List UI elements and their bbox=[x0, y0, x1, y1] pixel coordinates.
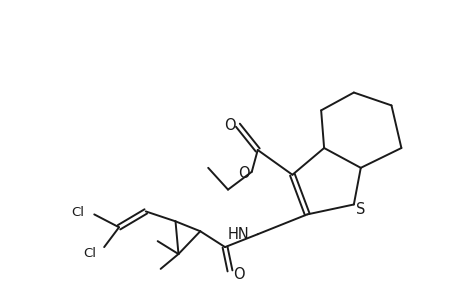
Text: O: O bbox=[233, 267, 244, 282]
Text: HN: HN bbox=[228, 227, 249, 242]
Text: Cl: Cl bbox=[83, 247, 96, 260]
Text: S: S bbox=[355, 202, 364, 217]
Text: O: O bbox=[238, 166, 249, 181]
Text: O: O bbox=[224, 118, 235, 133]
Text: Cl: Cl bbox=[71, 206, 84, 219]
